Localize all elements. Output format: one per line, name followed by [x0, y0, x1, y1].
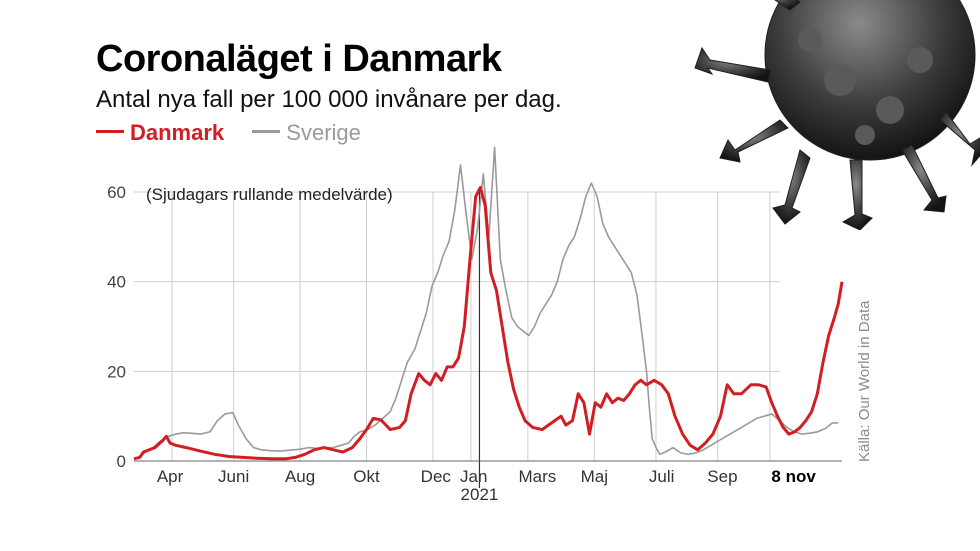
y-tick-label: 60 [107, 183, 126, 202]
legend-item-sweden: Sverige [252, 120, 361, 145]
legend-item-denmark: Danmark [96, 120, 224, 145]
y-tick-label: 0 [117, 452, 126, 471]
legend-swatch-sweden [252, 129, 281, 133]
chart-note: (Sjudagars rullande medelvärde) [146, 185, 393, 204]
legend-swatch-denmark [96, 129, 124, 133]
x-tick-label: Maj [581, 467, 608, 486]
year-label: 2021 [461, 485, 499, 504]
y-tick-label: 20 [107, 362, 126, 381]
x-tick-label: Juli [649, 467, 675, 486]
x-tick-label: Apr [157, 467, 184, 486]
coronavirus-illustration-icon [694, 0, 980, 230]
x-tick-label: 8 nov [771, 467, 816, 486]
x-tick-label: Dec [421, 467, 452, 486]
x-tick-label: Mars [518, 467, 556, 486]
x-tick-label: Juni [218, 467, 249, 486]
x-tick-label: Aug [285, 467, 315, 486]
series-line-sweden [133, 146, 839, 460]
y-tick-label: 40 [107, 273, 126, 292]
x-tick-label: Okt [353, 467, 380, 486]
x-tick-label: Jan [460, 467, 487, 486]
x-tick-label: Sep [707, 467, 737, 486]
x-axis: Apr Juni Aug Okt Dec Jan Mars Maj Juli Sep 8 nov 20… [134, 192, 842, 504]
series-line-denmark [133, 186, 844, 461]
source-label: Källa: Our World in Data [856, 300, 873, 462]
gridlines [134, 191, 780, 462]
legend-label-denmark: Danmark [130, 120, 225, 145]
chart-title: Coronaläget i Danmark [96, 38, 502, 80]
chart-subtitle: Antal nya fall per 100 000 invånare per … [96, 86, 562, 113]
legend-label-sweden: Sverige [286, 120, 361, 145]
y-axis: 0 20 40 60 [107, 183, 126, 471]
legend: Danmark Sverige [96, 120, 361, 146]
series-lines [133, 146, 844, 461]
